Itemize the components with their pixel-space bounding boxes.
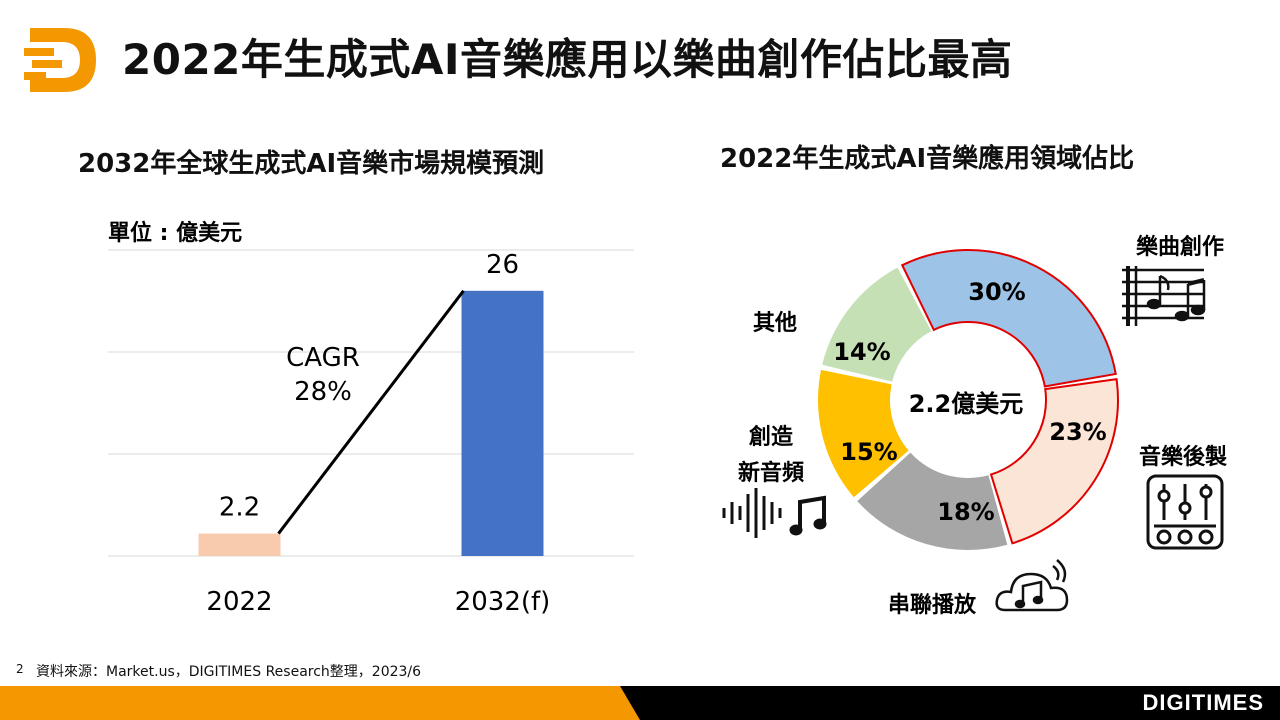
bar-0 [198, 533, 281, 556]
cagr-trend-line [277, 289, 465, 535]
footer-brand-logo: DIGITIMES [1142, 690, 1264, 715]
source-note: 資料來源：Market.us，DIGITIMES Research整理，2023… [36, 664, 422, 680]
slice-value-label: 23% [1049, 418, 1106, 446]
bar-value-label: 26 [486, 250, 519, 280]
donut-slice-streaming [857, 452, 1008, 550]
sheet-music-icon [1122, 266, 1206, 326]
donut-slices: 30% 23% 18% 15% 14% [818, 249, 1119, 550]
slice-value-label: 18% [937, 498, 994, 526]
slice-value-label: 30% [968, 278, 1025, 306]
charts-canvas: 單位 : 億美元 2.2 2022 26 2032(f) CAGR 28% 30% 23… [108, 220, 1227, 618]
donut-slice-composition [900, 249, 1117, 388]
bar-chart-title: 2032年全球生成式AI音樂市場規模預測 [78, 149, 545, 179]
donut-center-label: 2.2億美元 [909, 390, 1024, 418]
soundwave-music-icon [722, 488, 827, 538]
x-tick-label: 2022 [206, 587, 272, 617]
donut-slice-post-production [989, 378, 1119, 545]
x-tick-label: 2032(f) [455, 587, 551, 617]
bar-gridlines [108, 249, 634, 557]
donut-slice-other [822, 267, 932, 382]
cagr-value: 28% [294, 377, 352, 407]
bar-marks: 2.2 2022 26 2032(f) [198, 250, 551, 617]
page-title: 2022年生成式AI音樂應用以樂曲創作佔比最高 [122, 35, 1013, 84]
slice-category-label: 串聯播放 [888, 592, 977, 618]
cagr-label: CAGR [286, 343, 360, 373]
slice-category-label: 新音頻 [738, 460, 804, 486]
footer-bar [0, 686, 1280, 720]
unit-label: 單位 : 億美元 [108, 220, 242, 246]
donut-chart-title: 2022年生成式AI音樂應用領域佔比 [720, 144, 1135, 174]
cloud-music-icon [995, 559, 1069, 612]
slice-value-label: 14% [833, 338, 890, 366]
slice-category-label: 其他 [753, 311, 797, 336]
slice-category-label: 音樂後製 [1139, 444, 1227, 470]
digitimes-logo-icon [24, 28, 96, 92]
donut-slice-new-audio [818, 369, 909, 498]
page-number: 2 [16, 662, 24, 676]
slice-value-label: 15% [840, 438, 897, 466]
slice-category-label: 創造 [749, 425, 793, 450]
mixer-sliders-icon [1146, 474, 1224, 550]
bar-value-label: 2.2 [219, 493, 260, 523]
slice-category-label: 樂曲創作 [1136, 234, 1224, 260]
bar-chart: 單位 : 億美元 2.2 2022 26 2032(f) CAGR 28% [108, 220, 634, 617]
bar-1 [461, 290, 544, 556]
